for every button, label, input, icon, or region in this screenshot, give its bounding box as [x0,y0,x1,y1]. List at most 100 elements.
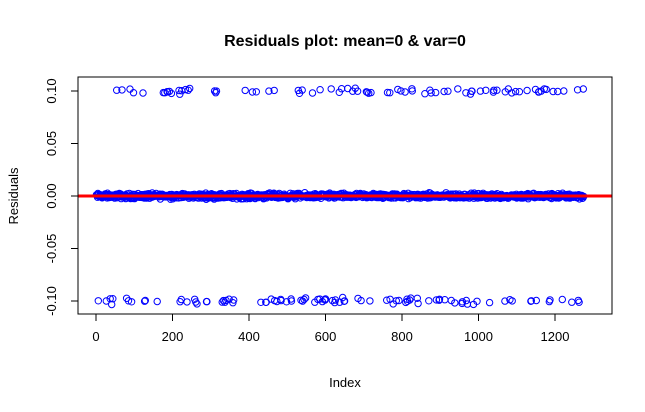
data-point [327,85,335,93]
x-tick-label: 600 [315,329,337,344]
data-point [153,297,161,306]
data-point [406,296,414,304]
data-point [340,297,349,305]
data-point [94,297,103,305]
data-point [181,85,190,94]
data-point [366,297,374,305]
data-point [515,88,524,96]
data-point [560,87,568,95]
data-point [501,297,509,305]
x-tick-label: 400 [238,329,260,344]
x-tick-label: 200 [162,329,184,344]
y-tick-label: 0.10 [44,78,59,103]
data-point [124,297,133,305]
data-point [102,297,111,305]
y-axis-label: Residuals [6,167,21,225]
data-point [473,297,481,305]
data-point [468,87,476,95]
data-point [335,88,343,97]
data-point [395,296,403,305]
data-point [186,84,194,93]
chart-title: Residuals plot: mean=0 & var=0 [224,33,466,50]
data-point [353,87,362,95]
y-axis: -0.10 -0.05 0.00 0.05 0.10 [44,78,79,316]
data-point [363,88,371,97]
data-point [126,85,134,93]
data-point [558,295,566,304]
y-tick-label: -0.10 [44,286,59,316]
data-point [414,299,422,308]
data-point [392,297,400,305]
data-point [425,297,433,305]
data-point [252,88,260,96]
data-point [321,295,330,303]
data-point [462,296,470,305]
data-point [140,297,149,305]
data-point [167,89,176,98]
data-point [575,298,583,306]
data-point [316,86,324,94]
data-point [435,295,444,303]
y-tick-label: -0.05 [44,234,59,264]
data-point [218,298,226,306]
x-tick-label: 1000 [464,329,493,344]
data-point [108,300,116,309]
data-point [383,88,392,97]
data-point [265,87,273,95]
data-point [184,86,192,94]
data-point [165,87,174,96]
x-axis-label: Index [329,375,361,390]
data-point [192,298,200,306]
data-point [413,294,421,302]
data-point [141,296,150,305]
data-point [401,88,409,96]
data-point [485,298,494,307]
data-point [397,87,405,95]
x-tick-label: 0 [92,329,99,344]
y-tick-label: 0.00 [44,183,59,208]
data-point [432,296,441,304]
data-point [427,89,435,97]
data-point [554,87,562,96]
data-point [568,298,576,306]
data-point [432,88,440,97]
data-point [139,89,147,97]
data-point [287,297,296,305]
data-point [273,297,281,306]
data-point [241,86,249,95]
data-point [339,293,347,302]
data-point [490,86,498,95]
data-point [549,87,557,96]
data-point [532,296,540,305]
data-point [408,87,416,95]
data-point [546,296,554,304]
data-point [527,297,535,305]
data-point [127,298,136,306]
data-point [367,88,375,97]
data-point [542,85,550,94]
data-point [402,298,410,307]
data-point [176,90,184,98]
data-point [118,86,126,94]
data-point [230,296,238,304]
x-axis: 0 200 400 600 800 1000 1200 [92,313,570,344]
data-point [508,89,516,97]
data-point [300,295,308,304]
data-point [316,295,324,303]
data-point [331,296,340,304]
data-point [183,298,191,306]
data-point [523,86,531,95]
data-point [113,86,121,94]
data-point [109,295,117,303]
data-point [454,85,462,93]
x-tick-label: 1200 [541,329,570,344]
data-point [193,300,201,308]
data-point [270,86,278,95]
data-point [440,87,448,96]
x-tick-label: 800 [391,329,413,344]
data-point [129,89,138,97]
data-point [257,298,265,306]
data-point [298,86,306,94]
data-point [328,296,337,305]
